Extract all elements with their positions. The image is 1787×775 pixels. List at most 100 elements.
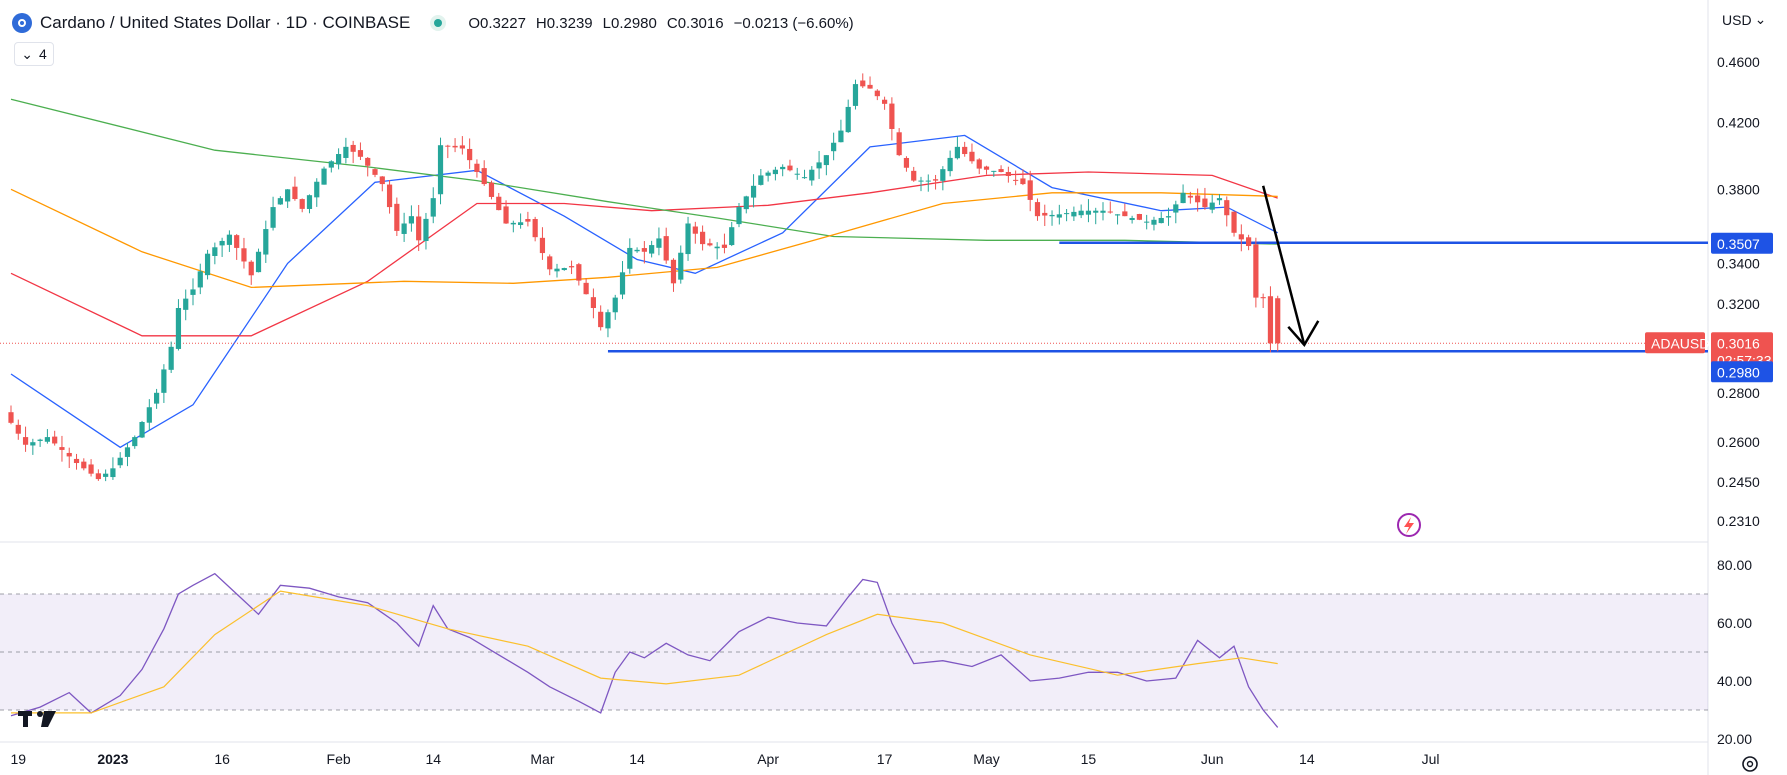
candle-body [765, 172, 771, 176]
ohlc-change: −0.0213 (−6.60%) [733, 14, 854, 32]
candle-body [1064, 213, 1070, 215]
candle [459, 136, 465, 155]
arrow-shaft[interactable] [1261, 185, 1306, 346]
lightning-icon[interactable] [1397, 513, 1421, 537]
candle [692, 221, 698, 244]
indicators-toggle-button[interactable]: ⌄ 4 [14, 42, 54, 66]
candle [729, 221, 735, 247]
candle [379, 176, 385, 192]
last-price-badge-bg [1711, 332, 1773, 371]
candle-body [729, 227, 735, 246]
candle-body [831, 142, 837, 152]
candle-body [1071, 211, 1077, 217]
date-tick-label[interactable]: 16 [214, 751, 230, 767]
date-tick-label[interactable]: 2023 [97, 751, 128, 767]
candle [496, 192, 502, 211]
candle-body [969, 151, 975, 162]
candle-body [867, 84, 873, 89]
candle-body [416, 216, 422, 241]
date-tick-label[interactable]: Apr [757, 751, 779, 767]
candle-body [1209, 202, 1215, 210]
price-axis[interactable]: 0.4600 0.4200 0.3800 0.3400 0.3200 0.2800 0.26… [1717, 54, 1760, 529]
candle-body [918, 180, 924, 182]
rsi-axis: 80.00 60.00 40.00 20.00 [1717, 557, 1752, 747]
date-axis[interactable]: 19 2023 16 Feb 14 Mar 14 Apr 17 May 15 Jun 14 Jul [10, 751, 1439, 767]
lightning-bolt [1404, 517, 1414, 534]
settings-gear-icon[interactable] [1742, 756, 1758, 772]
candle [168, 341, 174, 373]
ma-blue-line [10, 134, 1278, 449]
candle-body [212, 247, 218, 256]
candle-body [299, 199, 305, 209]
candle-body [576, 264, 582, 281]
candle-body [932, 179, 939, 181]
candle [678, 245, 684, 284]
candle-body [73, 458, 80, 464]
candle [336, 148, 342, 170]
symbol-title[interactable]: Cardano / United States Dollar · 1D · CO… [40, 13, 411, 32]
date-tick-label[interactable]: 17 [877, 751, 893, 767]
candle [518, 213, 524, 229]
candle [561, 267, 567, 271]
date-tick-label[interactable]: Jul [1422, 751, 1440, 767]
candle [1093, 207, 1099, 225]
date-tick-label[interactable]: Jun [1201, 751, 1224, 767]
candle [787, 159, 793, 172]
date-tick-label[interactable]: 14 [425, 751, 441, 767]
candle-body [1013, 179, 1019, 181]
tv-logo-v [41, 711, 56, 727]
candle [721, 233, 728, 254]
level-upper-badge-text: 0.3507 [1717, 236, 1760, 252]
candle-body [445, 145, 451, 147]
date-tick-label[interactable]: 15 [1081, 751, 1097, 767]
candle-body [510, 222, 516, 225]
date-tick-label[interactable]: 14 [629, 751, 645, 767]
candle-body [1165, 216, 1172, 218]
rsi-tick-label: 60.00 [1717, 615, 1752, 631]
candle-body [1224, 200, 1230, 216]
candle [510, 220, 516, 233]
candle-body [124, 447, 131, 457]
candle-body [852, 84, 859, 106]
candle-body [678, 252, 684, 280]
candle-body [248, 261, 254, 276]
date-tick-label[interactable]: 14 [1299, 751, 1315, 767]
arrow-head[interactable] [1287, 320, 1320, 347]
candle [714, 242, 720, 260]
candle-body [132, 437, 138, 447]
currency-selector[interactable]: USD ⌄ [1722, 11, 1766, 28]
date-tick-label[interactable]: May [973, 751, 999, 767]
candle [852, 79, 859, 110]
candle [605, 309, 611, 338]
candle-body [1151, 219, 1157, 225]
candle [925, 174, 931, 192]
candle-body [896, 132, 902, 156]
rsi-band-fill [0, 594, 1708, 710]
candle [1151, 216, 1157, 231]
moving-averages [10, 98, 1278, 449]
date-tick-label[interactable]: Feb [327, 751, 351, 767]
candle [139, 420, 145, 439]
candle [292, 176, 298, 201]
candle [1013, 170, 1019, 186]
date-tick-label[interactable]: Mar [530, 751, 554, 767]
date-tick-label[interactable]: 19 [10, 751, 26, 767]
lightning-ring [1397, 513, 1421, 537]
candle [1005, 166, 1011, 183]
candle [845, 99, 851, 133]
candle [212, 242, 218, 265]
candle [1224, 196, 1230, 227]
candle-body [59, 447, 65, 450]
candle [568, 260, 575, 275]
candle [801, 169, 808, 179]
rsi-pane [0, 572, 1708, 728]
candle-body [634, 249, 640, 252]
horizontal-levels[interactable] [0, 241, 1708, 353]
trend-arrow-annotation[interactable] [1261, 185, 1320, 347]
candle [430, 187, 436, 224]
candle [66, 447, 72, 469]
candle-body [809, 169, 815, 181]
candle [539, 227, 546, 260]
market-status-icon[interactable] [430, 15, 447, 31]
